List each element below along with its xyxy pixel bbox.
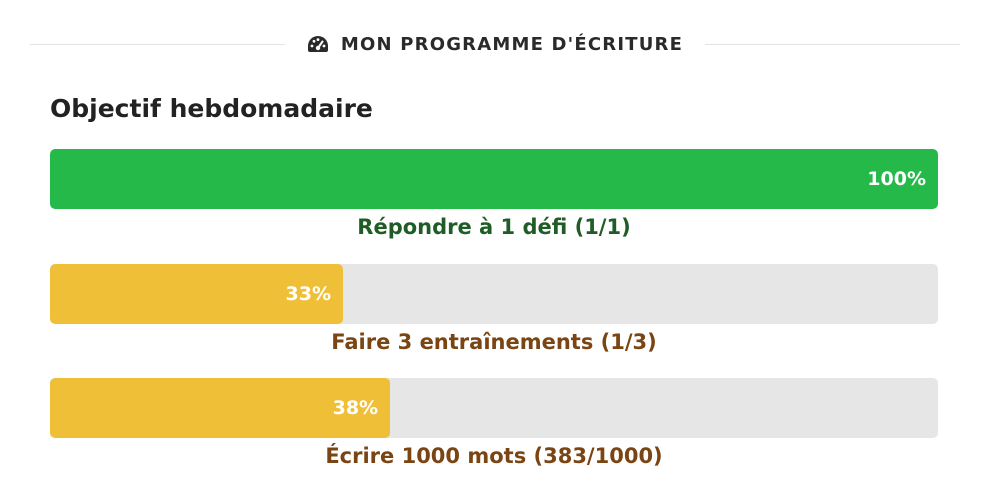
goal-item: 38% Écrire 1000 mots (383/1000): [50, 378, 938, 468]
section-header-title: MON PROGRAMME D'ÉCRITURE: [340, 33, 684, 55]
progress-track: 33%: [50, 264, 938, 324]
progress-fill: 33%: [50, 264, 344, 324]
section-header: MON PROGRAMME D'ÉCRITURE: [30, 28, 960, 60]
goal-item: 100% Répondre à 1 défi (1/1): [50, 149, 938, 239]
tachometer-icon: [307, 36, 328, 52]
progress-percent: 33%: [285, 283, 332, 305]
progress-fill: 100%: [50, 149, 938, 209]
progress-percent: 38%: [332, 397, 379, 419]
header-rule-left: [30, 43, 285, 45]
header-label: MON PROGRAMME D'ÉCRITURE: [285, 34, 705, 55]
goal-label: Écrire 1000 mots (383/1000): [325, 444, 663, 468]
goal-label: Faire 3 entraînements (1/3): [331, 330, 657, 354]
header-rule-right: [705, 43, 960, 45]
progress-fill: 38%: [50, 378, 391, 438]
progress-track: 38%: [50, 378, 938, 438]
goal-item: 33% Faire 3 entraînements (1/3): [50, 264, 938, 354]
goal-label: Répondre à 1 défi (1/1): [357, 215, 631, 239]
progress-percent: 100%: [867, 168, 926, 190]
progress-track: 100%: [50, 149, 938, 209]
weekly-goal-title: Objectif hebdomadaire: [50, 94, 373, 123]
